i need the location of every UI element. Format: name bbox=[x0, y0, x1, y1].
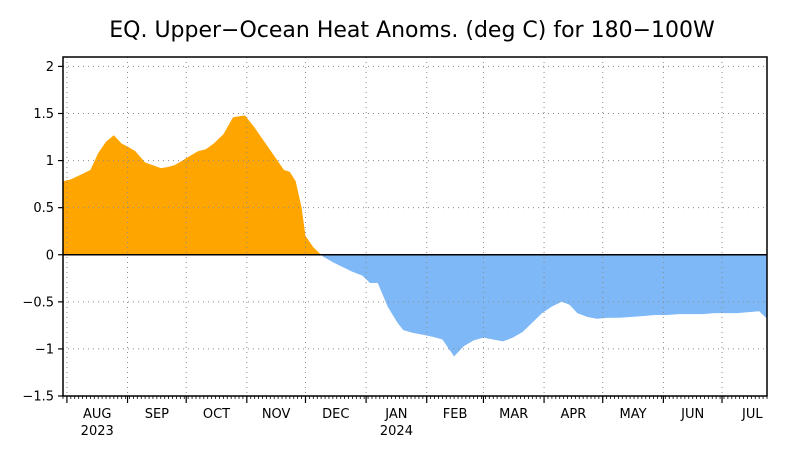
x-tick-label: AUG bbox=[83, 407, 111, 422]
x-tick-label: OCT bbox=[203, 407, 230, 422]
y-tick-label: 0 bbox=[46, 248, 54, 263]
x-year-label: 2023 bbox=[81, 424, 114, 439]
y-tick-label: −0.5 bbox=[22, 295, 54, 310]
y-tick-label: 0.5 bbox=[33, 201, 54, 216]
negative-anomaly-area bbox=[63, 254, 767, 357]
x-tick-label: DEC bbox=[322, 407, 349, 422]
y-tick-label: 2 bbox=[46, 60, 54, 75]
chart-title: EQ. Upper−Ocean Heat Anoms. (deg C) for … bbox=[109, 18, 715, 43]
x-tick-label: JUN bbox=[680, 407, 704, 422]
positive-anomaly-area bbox=[63, 115, 767, 255]
x-tick-label: JAN bbox=[384, 407, 407, 422]
x-tick-label: FEB bbox=[443, 407, 468, 422]
y-tick-label: −1.5 bbox=[22, 390, 54, 405]
plot-area: −1.5 −1 −0.5 0 0.5 1 1.5 2 AUG 2023 SEP OCT NOV DEC JA… bbox=[22, 56, 768, 439]
y-tick-label: 1 bbox=[46, 154, 54, 169]
x-tick-label: SEP bbox=[145, 407, 169, 422]
x-tick-label: JUL bbox=[741, 407, 763, 422]
x-tick-label: MAR bbox=[499, 407, 528, 422]
y-tick-label: 1.5 bbox=[33, 107, 54, 122]
x-year-label: 2024 bbox=[380, 424, 413, 439]
y-tick-label: −1 bbox=[35, 342, 54, 357]
x-tick-label: APR bbox=[561, 407, 587, 422]
x-tick-label: NOV bbox=[262, 407, 291, 422]
x-tick-label: MAY bbox=[620, 407, 647, 422]
